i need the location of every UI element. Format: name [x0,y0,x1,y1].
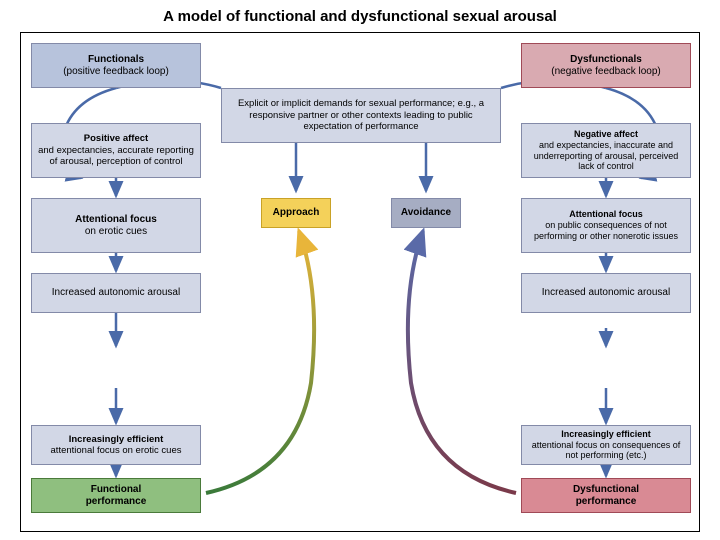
left-r3-s: on erotic cues [85,226,147,238]
center-demands: Explicit or implicit demands for sexual … [221,88,501,143]
right-r5: Increasingly efficient attentional focus… [521,425,691,465]
right-r2-b: Negative affect [574,129,638,140]
left-header: Functionals (positive feedback loop) [31,43,201,88]
left-r2-s: and expectancies, accurate reporting of … [38,145,194,168]
left-r5-s: attentional focus on erotic cues [51,445,182,456]
left-r2: Positive affect and expectancies, accura… [31,123,201,178]
left-r5-b: Increasingly efficient [69,434,164,445]
right-r5-b: Increasingly efficient [561,429,651,440]
right-header-b: Dysfunctionals [570,54,642,66]
right-r2: Negative affect and expectancies, inaccu… [521,123,691,178]
right-r6-b: Dysfunctional [573,484,639,496]
left-r3: Attentional focus on erotic cues [31,198,201,253]
avoidance-box: Avoidance [391,198,461,228]
left-header-b: Functionals [88,54,144,66]
right-r5-s: attentional focus on consequences of not… [528,440,684,462]
left-r6-b: Functional [91,484,142,496]
right-r6: Dysfunctional performance [521,478,691,513]
left-r6-s: performance [86,496,147,508]
left-r4: Increased autonomic arousal [31,273,201,313]
right-r6-s: performance [576,496,637,508]
right-r3: Attentional focus on public consequences… [521,198,691,253]
approach-box: Approach [261,198,331,228]
right-r4-t: Increased autonomic arousal [542,287,670,299]
right-header: Dysfunctionals (negative feedback loop) [521,43,691,88]
approach-t: Approach [273,207,320,219]
left-r6: Functional performance [31,478,201,513]
diagram-canvas: Functionals (positive feedback loop) Pos… [20,32,700,532]
right-r3-b: Attentional focus [569,209,643,220]
left-r3-b: Attentional focus [75,214,157,226]
right-header-s: (negative feedback loop) [551,66,661,78]
avoidance-t: Avoidance [401,207,451,219]
right-r2-s: and expectancies, inaccurate and underre… [528,140,684,172]
right-r3-s: on public consequences of not performing… [528,220,684,242]
page-title: A model of functional and dysfunctional … [0,0,720,29]
left-r2-b: Positive affect [84,133,148,144]
left-r5: Increasingly efficient attentional focus… [31,425,201,465]
center-demands-t: Explicit or implicit demands for sexual … [228,98,494,132]
left-r4-t: Increased autonomic arousal [52,287,180,299]
right-r4: Increased autonomic arousal [521,273,691,313]
left-header-s: (positive feedback loop) [63,66,169,78]
